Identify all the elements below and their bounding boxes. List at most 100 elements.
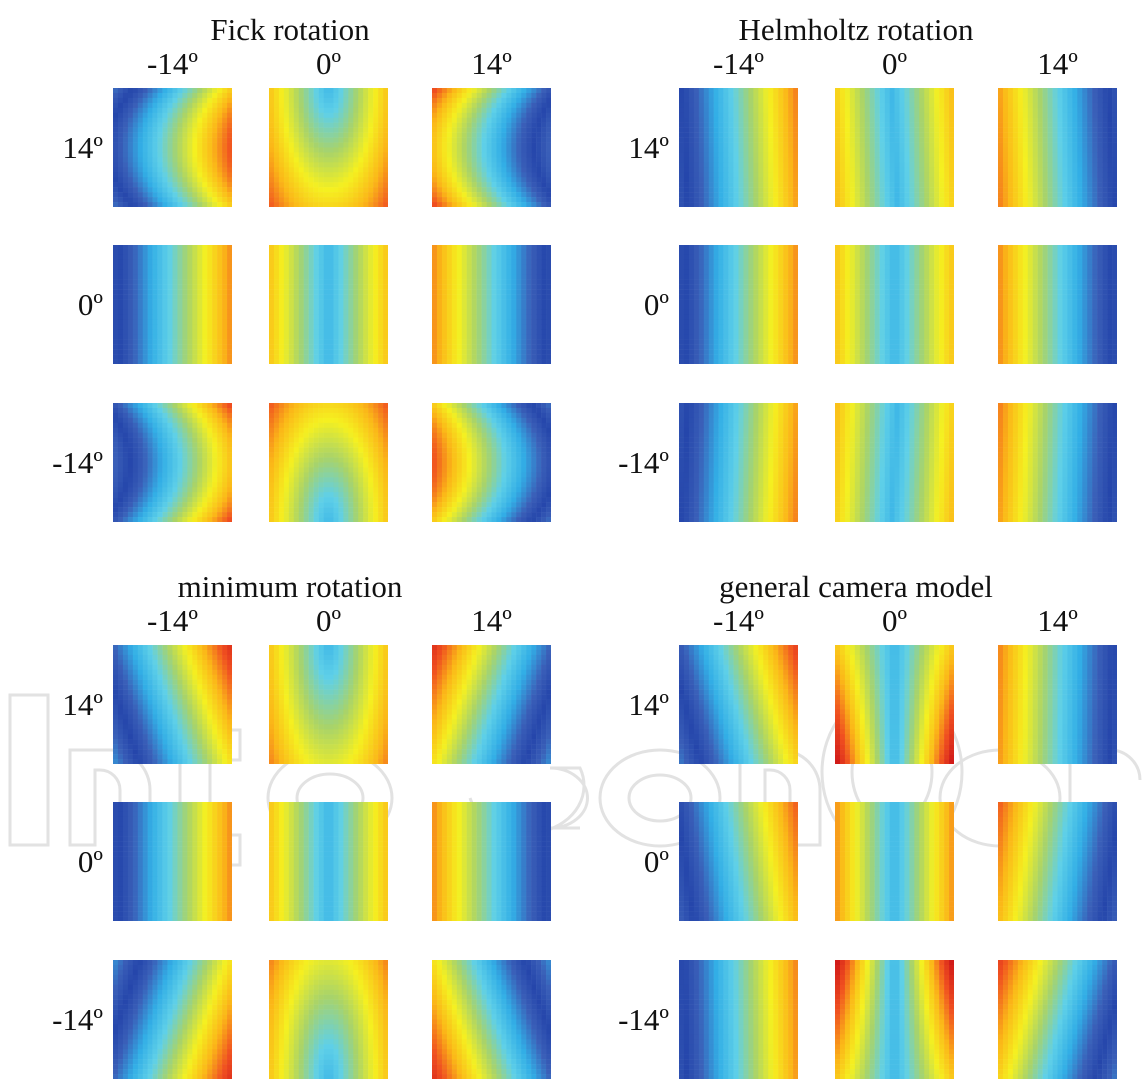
heatmap-image [835,245,954,364]
column-label: 0º [835,603,955,639]
heatmap-image [269,802,388,921]
heatmap-image [835,645,954,764]
heatmap-cell [998,802,1117,921]
heatmap-image [269,88,388,207]
heatmap-cell [835,245,954,364]
row-label: 14º [599,687,669,723]
column-label: 14º [998,603,1118,639]
heatmap-cell [835,403,954,522]
row-label: 0º [33,844,103,880]
heatmap-cell [269,645,388,764]
heatmap-cell [835,802,954,921]
heatmap-image [432,645,551,764]
heatmap-image [679,645,798,764]
heatmap-cell [113,960,232,1079]
heatmap-cell [998,245,1117,364]
row-label: 14º [599,130,669,166]
row-label: 14º [33,130,103,166]
heatmap-cell [269,88,388,207]
column-label: 0º [269,46,389,82]
heatmap-cell [835,645,954,764]
row-label: -14º [599,445,669,481]
row-label: 0º [33,287,103,323]
heatmap-image [679,960,798,1079]
heatmap-image [998,245,1117,364]
heatmap-cell [679,960,798,1079]
panel-title: Fick rotation [60,12,520,48]
heatmap-image [679,245,798,364]
row-label: 0º [599,844,669,880]
heatmap-cell [269,245,388,364]
heatmap-image [269,960,388,1079]
heatmap-image [432,403,551,522]
heatmap-image [835,960,954,1079]
heatmap-cell [679,802,798,921]
column-label: -14º [113,603,233,639]
heatmap-cell [835,88,954,207]
heatmap-cell [269,403,388,522]
heatmap-cell [679,88,798,207]
column-label: 14º [998,46,1118,82]
heatmap-image [432,88,551,207]
row-label: -14º [599,1002,669,1038]
column-label: -14º [113,46,233,82]
heatmap-image [679,802,798,921]
heatmap-cell [679,245,798,364]
heatmap-image [835,802,954,921]
panel-title: general camera model [626,569,1086,605]
heatmap-image [432,802,551,921]
column-label: 0º [269,603,389,639]
heatmap-cell [113,245,232,364]
panel-title: minimum rotation [60,569,520,605]
heatmap-image [998,645,1117,764]
heatmap-image [432,245,551,364]
heatmap-cell [432,802,551,921]
heatmap-image [113,403,232,522]
heatmap-image [679,88,798,207]
heatmap-image [269,403,388,522]
row-label: -14º [33,445,103,481]
heatmap-image [269,245,388,364]
heatmap-cell [998,88,1117,207]
heatmap-cell [113,802,232,921]
heatmap-cell [998,645,1117,764]
heatmap-image [113,245,232,364]
heatmap-image [998,960,1117,1079]
heatmap-cell [269,802,388,921]
heatmap-cell [432,88,551,207]
heatmap-image [269,645,388,764]
heatmap-image [113,802,232,921]
heatmap-image [113,960,232,1079]
heatmap-cell [998,960,1117,1079]
heatmap-cell [432,403,551,522]
heatmap-cell [679,645,798,764]
column-label: -14º [679,46,799,82]
row-label: -14º [33,1002,103,1038]
heatmap-cell [113,403,232,522]
column-label: 0º [835,46,955,82]
heatmap-cell [113,645,232,764]
heatmap-cell [432,645,551,764]
heatmap-image [998,403,1117,522]
heatmap-cell [835,960,954,1079]
heatmap-image [835,88,954,207]
heatmap-cell [679,403,798,522]
heatmap-image [432,960,551,1079]
heatmap-image [998,802,1117,921]
row-label: 0º [599,287,669,323]
heatmap-image [113,645,232,764]
heatmap-image [679,403,798,522]
column-label: 14º [432,46,552,82]
heatmap-cell [113,88,232,207]
column-label: 14º [432,603,552,639]
row-label: 14º [33,687,103,723]
heatmap-image [998,88,1117,207]
heatmap-cell [432,245,551,364]
heatmap-image [835,403,954,522]
heatmap-cell [269,960,388,1079]
heatmap-image [113,88,232,207]
